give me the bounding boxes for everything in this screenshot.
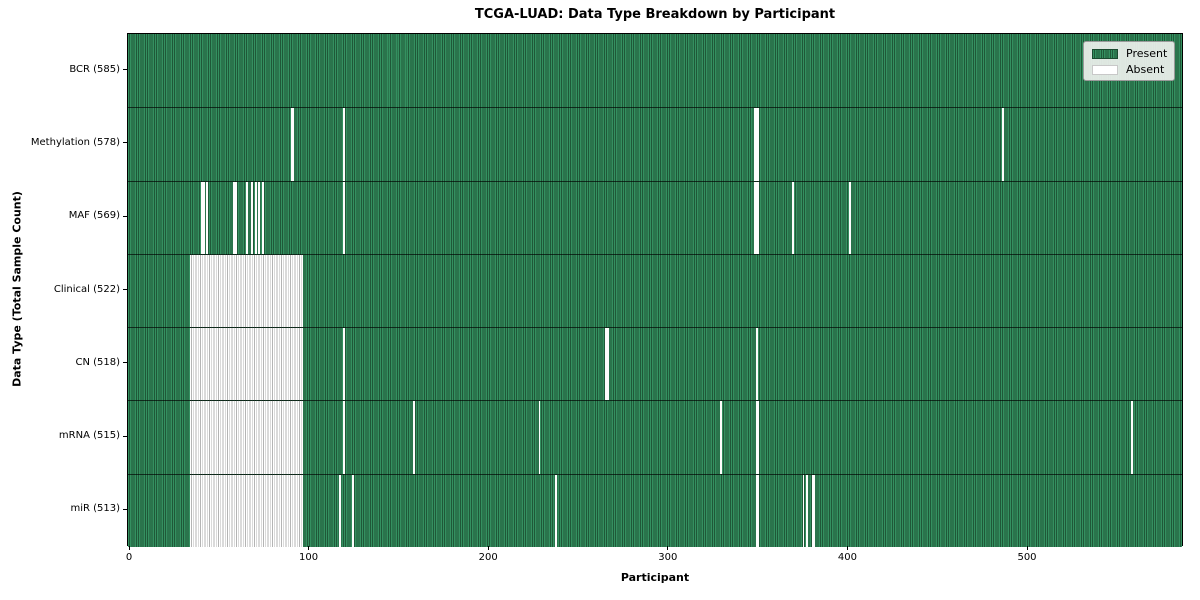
absent-stripe	[190, 474, 304, 547]
chart-title: TCGA-LUAD: Data Type Breakdown by Partic…	[474, 7, 836, 22]
absent-stripe	[849, 181, 852, 254]
x-tick-mark	[846, 546, 848, 550]
absent-stripe	[754, 181, 760, 254]
absent-stripe	[605, 328, 609, 401]
x-tick-mark	[487, 546, 489, 550]
absent-stripe	[258, 181, 261, 254]
absent-stripe	[262, 181, 264, 254]
absent-stripe	[251, 181, 253, 254]
y-tick-mark	[123, 508, 127, 510]
y-tick-mark	[123, 215, 127, 217]
y-tick-label-methylation: Methylation (578)	[30, 136, 120, 148]
x-tick-mark	[667, 546, 669, 550]
absent-stripe	[755, 401, 760, 474]
absent-stripe	[811, 474, 816, 547]
legend-item-absent: Absent	[1084, 63, 1174, 77]
absent-stripe	[233, 181, 237, 254]
absent-stripe	[802, 474, 805, 547]
legend-label-present: Present	[1126, 47, 1168, 60]
absent-stripe	[190, 401, 304, 474]
legend-swatch-present	[1092, 49, 1118, 59]
y-tick-label-maf: MAF (569)	[68, 210, 120, 222]
legend-label-absent: Absent	[1126, 63, 1165, 76]
absent-stripe	[1001, 108, 1004, 181]
x-tick-mark	[308, 546, 310, 550]
absent-stripe	[412, 401, 415, 474]
legend-swatch-absent	[1092, 65, 1118, 75]
row-band-maf	[128, 180, 1182, 254]
absent-stripe	[206, 181, 209, 254]
x-tick-label: 100	[299, 552, 319, 563]
absent-stripe	[190, 254, 304, 328]
absent-stripe	[339, 474, 341, 547]
legend-item-present: Present	[1084, 47, 1174, 61]
absent-stripe	[791, 181, 794, 254]
absent-stripe	[342, 401, 345, 474]
absent-stripe	[755, 328, 758, 401]
absent-stripe	[554, 474, 557, 547]
x-tick-label: 300	[658, 552, 678, 563]
absent-stripe	[342, 108, 345, 181]
row-band-mrna	[128, 400, 1182, 474]
absent-stripe	[200, 181, 205, 254]
absent-stripe	[254, 181, 257, 254]
absent-stripe	[342, 328, 345, 401]
x-tick-mark	[1026, 546, 1028, 550]
absent-stripe	[342, 181, 345, 254]
y-tick-label-mrna: mRNA (515)	[58, 430, 120, 442]
absent-stripe	[1131, 401, 1134, 474]
row-band-mir	[128, 473, 1182, 547]
absent-stripe	[351, 474, 354, 547]
absent-stripe	[245, 181, 248, 254]
absent-stripe	[190, 328, 304, 401]
absent-stripe	[754, 108, 760, 181]
absent-stripe	[806, 474, 808, 547]
y-tick-mark	[123, 142, 127, 144]
legend: Present Absent	[1083, 41, 1175, 81]
absent-stripe	[719, 401, 722, 474]
absent-stripe	[755, 474, 760, 547]
y-tick-label-cn: CN (518)	[75, 356, 120, 368]
x-tick-label: 200	[478, 552, 498, 563]
row-band-bcr	[128, 34, 1182, 108]
y-tick-label-mir: miR (513)	[70, 503, 120, 515]
x-tick-mark	[128, 546, 130, 550]
plot-area	[127, 33, 1183, 547]
absent-stripe	[290, 108, 295, 181]
y-tick-label-bcr: BCR (585)	[69, 63, 120, 75]
x-tick-label: 500	[1017, 552, 1037, 563]
x-axis-label: Participant	[620, 571, 690, 584]
x-tick-label: 0	[125, 552, 133, 563]
y-tick-mark	[123, 289, 127, 290]
absent-stripe	[538, 401, 541, 474]
y-tick-mark	[123, 435, 127, 437]
y-tick-label-clinical: Clinical (522)	[53, 283, 120, 295]
y-tick-mark	[123, 69, 127, 71]
x-tick-label: 400	[837, 552, 857, 563]
row-band-methylation	[128, 107, 1182, 181]
y-tick-mark	[123, 362, 127, 364]
row-band-clinical	[128, 253, 1182, 328]
row-band-cn	[128, 327, 1182, 401]
